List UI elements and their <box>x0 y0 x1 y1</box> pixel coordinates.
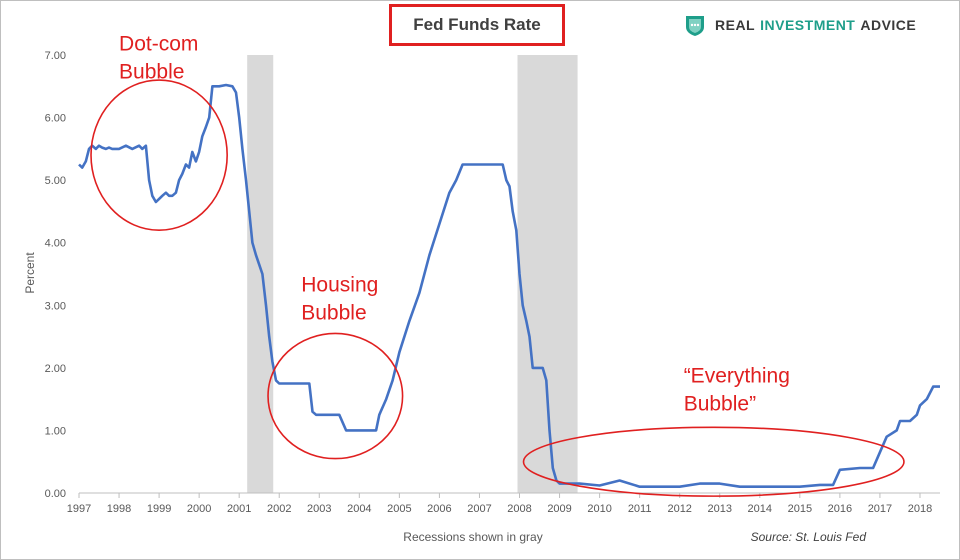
y-tick-label: 6.00 <box>45 113 66 125</box>
x-tick-label: 2006 <box>427 503 451 515</box>
annotation-label: Dot-com <box>119 33 198 56</box>
brand-logo: REAL INVESTMENT ADVICE <box>684 13 916 37</box>
x-tick-label: 2014 <box>748 503 772 515</box>
brand-text-investment: INVESTMENT <box>760 17 856 33</box>
annotation-label: Housing <box>301 274 378 297</box>
x-axis-label: Recessions shown in gray <box>403 530 542 544</box>
x-tick-label: 2016 <box>828 503 852 515</box>
x-tick-label: 2003 <box>307 503 331 515</box>
recession-band-1 <box>247 55 274 493</box>
y-tick-label: 2.00 <box>45 363 66 375</box>
y-tick-label: 1.00 <box>45 425 66 437</box>
annotation-label: Bubble <box>119 61 184 84</box>
annotation-circle-2 <box>267 332 404 460</box>
chart-title: Fed Funds Rate <box>389 4 565 46</box>
x-tick-label: 2010 <box>587 503 611 515</box>
x-tick-label: 2000 <box>187 503 211 515</box>
x-tick-label: 2008 <box>507 503 531 515</box>
series-lines <box>78 83 940 488</box>
x-tick-label: 2007 <box>467 503 491 515</box>
x-tick-label: 2009 <box>547 503 571 515</box>
axes: 0.00 1.00 2.00 3.00 4.00 5.00 6.00 7.00 1997 1998… <box>45 50 940 515</box>
source-note: Source: St. Louis Fed <box>751 530 867 544</box>
annotation-label: “Everything <box>684 364 790 387</box>
x-tick-label: 2001 <box>227 503 251 515</box>
y-tick-label: 3.00 <box>45 300 66 312</box>
x-tick-label: 2018 <box>908 503 932 515</box>
y-tick-label: 4.00 <box>45 238 66 250</box>
x-tick-label: 2012 <box>667 503 691 515</box>
annotation-label: Bubble” <box>684 392 756 415</box>
recession-band-2 <box>517 55 578 493</box>
annotations: Dot-com Bubble Housing Bubble “Everything Bub… <box>90 33 905 497</box>
chart-title-text: Fed Funds Rate <box>413 15 541 34</box>
x-tick-label: 1998 <box>107 503 131 515</box>
x-tick-label: 2013 <box>708 503 732 515</box>
x-tick-label: 2002 <box>267 503 291 515</box>
y-tick-label: 0.00 <box>45 488 66 500</box>
x-tick-label: 2004 <box>347 503 371 515</box>
brand-text-real: REAL <box>715 17 756 33</box>
x-tick-label: 2005 <box>387 503 411 515</box>
recession-bands <box>247 55 578 493</box>
x-tick-label: 1997 <box>67 503 91 515</box>
y-tick-label: 7.00 <box>45 50 66 62</box>
annotation-label: Bubble <box>301 302 366 325</box>
annotation-circle-1 <box>90 79 228 232</box>
annotation-circle-3 <box>522 426 905 497</box>
x-tick-label: 2015 <box>788 503 812 515</box>
x-tick-label: 2011 <box>628 503 652 515</box>
shield-chat-icon <box>686 16 704 36</box>
series-line-fed-funds-rate <box>78 83 940 488</box>
y-tick-label: 5.00 <box>45 175 66 187</box>
brand-text-advice: ADVICE <box>860 17 917 33</box>
x-tick-label: 2017 <box>868 503 892 515</box>
x-tick-label: 1999 <box>147 503 171 515</box>
y-axis-label: Percent <box>23 252 37 294</box>
